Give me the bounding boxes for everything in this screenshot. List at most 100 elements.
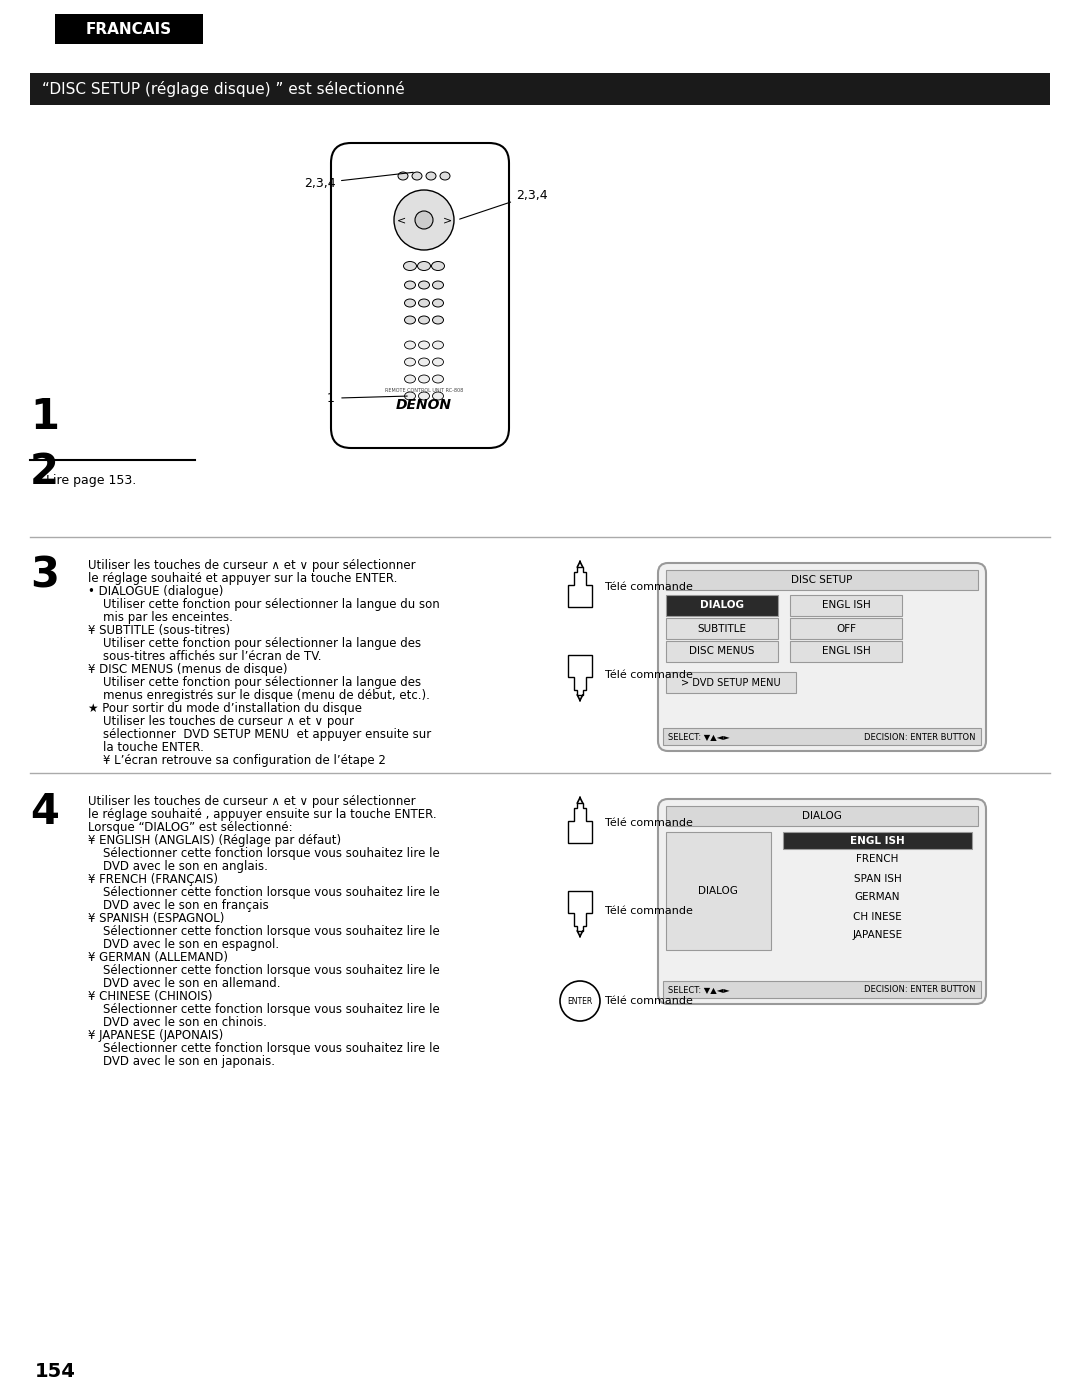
Text: SELECT: ▼▲◄►: SELECT: ▼▲◄► [669, 985, 730, 995]
Text: ¥ FRENCH (FRANÇAIS): ¥ FRENCH (FRANÇAIS) [87, 873, 218, 886]
Ellipse shape [405, 299, 416, 306]
Text: SPAN ISH: SPAN ISH [853, 873, 902, 884]
Text: DISC MENUS: DISC MENUS [689, 646, 755, 656]
Text: Sélectionner cette fonction lorsque vous souhaitez lire le: Sélectionner cette fonction lorsque vous… [87, 1003, 440, 1016]
Text: DIALOG: DIALOG [700, 600, 744, 610]
Text: 2,3,4: 2,3,4 [460, 189, 548, 220]
FancyBboxPatch shape [658, 799, 986, 1004]
Circle shape [394, 190, 454, 250]
Ellipse shape [419, 375, 430, 383]
Text: Lire page 153.: Lire page 153. [46, 474, 136, 487]
Text: 4: 4 [30, 790, 59, 832]
Ellipse shape [419, 281, 430, 290]
Ellipse shape [419, 392, 430, 400]
Text: DVD avec le son en anglais.: DVD avec le son en anglais. [87, 860, 268, 873]
Text: ¥ SPANISH (ESPAGNOL): ¥ SPANISH (ESPAGNOL) [87, 912, 225, 925]
Ellipse shape [418, 262, 431, 270]
Text: ¥ DISC MENUS (menus de disque): ¥ DISC MENUS (menus de disque) [87, 663, 287, 676]
Text: Télé commande: Télé commande [605, 996, 693, 1006]
Text: Télé commande: Télé commande [605, 670, 693, 680]
Bar [30, 73, 1050, 105]
Text: Sélectionner cette fonction lorsque vous souhaitez lire le: Sélectionner cette fonction lorsque vous… [87, 886, 440, 900]
Bar [666, 618, 778, 639]
Text: Sélectionner cette fonction lorsque vous souhaitez lire le: Sélectionner cette fonction lorsque vous… [87, 846, 440, 860]
Text: JAPANESE: JAPANESE [852, 930, 903, 940]
Bar [663, 981, 981, 997]
Ellipse shape [419, 316, 430, 325]
Text: ENGL ISH: ENGL ISH [822, 600, 870, 610]
Ellipse shape [432, 316, 444, 325]
Text: Télé commande: Télé commande [605, 582, 693, 592]
Ellipse shape [404, 262, 417, 270]
Polygon shape [568, 567, 592, 607]
Text: la touche ENTER.: la touche ENTER. [87, 741, 204, 754]
Text: DIALOG: DIALOG [802, 811, 842, 821]
Text: “DISC SETUP (réglage disque) ” est sélectionné: “DISC SETUP (réglage disque) ” est sélec… [42, 81, 405, 97]
Text: 1: 1 [327, 392, 335, 404]
Bar [663, 727, 981, 746]
Text: DVD avec le son en espagnol.: DVD avec le son en espagnol. [87, 937, 279, 951]
Ellipse shape [432, 341, 444, 348]
Text: sélectionner  DVD SETUP MENU  et appuyer ensuite sur: sélectionner DVD SETUP MENU et appuyer e… [87, 727, 431, 741]
Text: DECISION: ENTER BUTTON: DECISION: ENTER BUTTON [864, 733, 976, 741]
Text: Télé commande: Télé commande [605, 907, 693, 916]
Ellipse shape [419, 299, 430, 306]
Text: DVD avec le son en allemand.: DVD avec le son en allemand. [87, 977, 281, 990]
Text: ENGL ISH: ENGL ISH [850, 835, 905, 845]
Bar [666, 672, 796, 693]
Circle shape [561, 981, 600, 1021]
Ellipse shape [399, 172, 408, 180]
Text: ¥ CHINESE (CHINOIS): ¥ CHINESE (CHINOIS) [87, 990, 213, 1003]
Text: ENTER: ENTER [567, 996, 593, 1006]
Text: Utiliser les touches de curseur ∧ et ∨ pour: Utiliser les touches de curseur ∧ et ∨ p… [87, 715, 354, 727]
Text: menus enregistrés sur le disque (menu de début, etc.).: menus enregistrés sur le disque (menu de… [87, 688, 430, 702]
Ellipse shape [405, 281, 416, 290]
Ellipse shape [411, 172, 422, 180]
FancyBboxPatch shape [330, 143, 509, 448]
Text: CH INESE: CH INESE [853, 912, 902, 922]
Text: DVD avec le son en chinois.: DVD avec le son en chinois. [87, 1016, 267, 1030]
Ellipse shape [405, 358, 416, 367]
Bar [666, 641, 778, 662]
Text: 3: 3 [30, 555, 59, 597]
Bar [666, 595, 778, 616]
Text: Utiliser cette fonction pour sélectionner la langue des: Utiliser cette fonction pour sélectionne… [87, 637, 421, 651]
Ellipse shape [432, 299, 444, 306]
Bar [789, 595, 902, 616]
Text: SELECT: ▼▲◄►: SELECT: ▼▲◄► [669, 733, 730, 741]
Bar [789, 641, 902, 662]
Text: ENGL ISH: ENGL ISH [822, 646, 870, 656]
Bar [666, 569, 978, 590]
Text: ¥ JAPANESE (JAPONAIS): ¥ JAPANESE (JAPONAIS) [87, 1030, 224, 1042]
Circle shape [415, 211, 433, 229]
Ellipse shape [432, 358, 444, 367]
Bar [789, 618, 902, 639]
Text: DISC SETUP: DISC SETUP [792, 575, 853, 585]
Text: FRANCAIS: FRANCAIS [86, 21, 172, 36]
Ellipse shape [432, 281, 444, 290]
Text: Sélectionner cette fonction lorsque vous souhaitez lire le: Sélectionner cette fonction lorsque vous… [87, 964, 440, 977]
Text: ★ Pour sortir du mode d’installation du disque: ★ Pour sortir du mode d’installation du … [87, 702, 362, 715]
Text: • DIALOGUE (dialogue): • DIALOGUE (dialogue) [87, 585, 224, 597]
Text: > DVD SETUP MENU: > DVD SETUP MENU [681, 677, 781, 687]
Text: Sélectionner cette fonction lorsque vous souhaitez lire le: Sélectionner cette fonction lorsque vous… [87, 1042, 440, 1055]
Text: DVD avec le son en français: DVD avec le son en français [87, 900, 269, 912]
FancyBboxPatch shape [658, 562, 986, 751]
Text: 2,3,4: 2,3,4 [305, 172, 414, 189]
Text: Sélectionner cette fonction lorsque vous souhaitez lire le: Sélectionner cette fonction lorsque vous… [87, 925, 440, 937]
Text: SUBTITLE: SUBTITLE [698, 624, 746, 634]
Text: FRENCH: FRENCH [856, 855, 899, 865]
Text: Utiliser cette fonction pour sélectionner la langue du son: Utiliser cette fonction pour sélectionne… [87, 597, 440, 611]
Text: DECISION: ENTER BUTTON: DECISION: ENTER BUTTON [864, 985, 976, 995]
Polygon shape [568, 803, 592, 844]
Ellipse shape [432, 262, 445, 270]
Text: 1: 1 [30, 396, 59, 438]
Ellipse shape [432, 392, 444, 400]
Text: Lorsque “DIALOG” est sélectionné:: Lorsque “DIALOG” est sélectionné: [87, 821, 293, 834]
Text: Utiliser les touches de curseur ∧ et ∨ pour sélectionner: Utiliser les touches de curseur ∧ et ∨ p… [87, 795, 416, 809]
Text: GERMAN: GERMAN [854, 893, 901, 902]
Text: ¥ ENGLISH (ANGLAIS) (Réglage par défaut): ¥ ENGLISH (ANGLAIS) (Réglage par défaut) [87, 834, 341, 846]
Text: le réglage souhaité , appuyer ensuite sur la touche ENTER.: le réglage souhaité , appuyer ensuite su… [87, 809, 436, 821]
Text: Télé commande: Télé commande [605, 818, 693, 828]
Ellipse shape [426, 172, 436, 180]
